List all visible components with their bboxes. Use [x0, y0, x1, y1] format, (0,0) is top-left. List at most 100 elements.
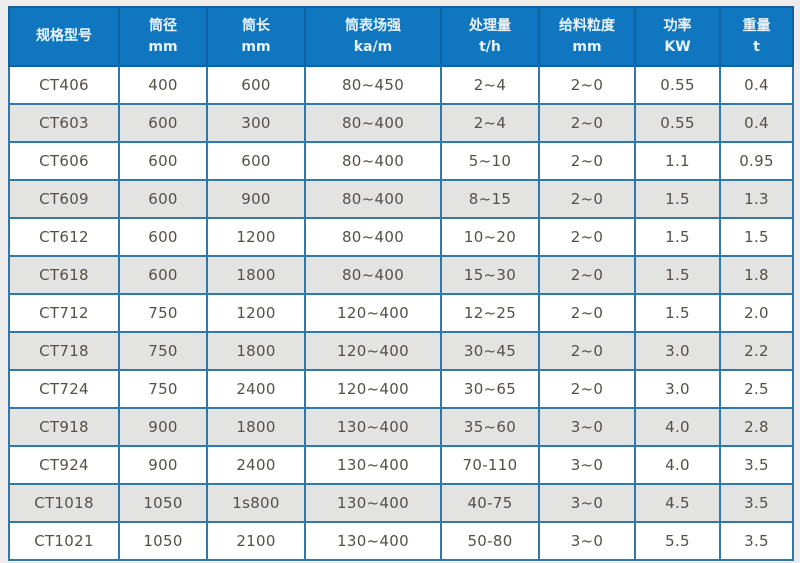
table-cell: 80~400: [304, 103, 442, 143]
table-cell: 900: [118, 407, 208, 447]
table-cell: 3~0: [538, 445, 636, 485]
column-unit: KW: [664, 38, 691, 55]
table-cell: 2~0: [538, 179, 636, 219]
table-row: CT718 750 1800 120~400 30~45 2~0 3.0 2.2: [8, 331, 794, 371]
header-row: 规格型号 筒径 mm 筒长 mm 筒表场强 ka/m 处理量 t/h 给料粒度 mm 功率 KW 重量 t: [8, 6, 794, 67]
table-cell: 30~65: [440, 369, 540, 409]
table-cell: 2~0: [538, 331, 636, 371]
table-row: CT724 750 2400 120~400 30~65 2~0 3.0 2.5: [8, 369, 794, 409]
table-cell: CT618: [8, 255, 120, 295]
table-cell: 2~0: [538, 217, 636, 257]
table-cell: 1.1: [634, 141, 721, 181]
table-row: CT609 600 900 80~400 8~15 2~0 1.5 1.3: [8, 179, 794, 219]
column-unit: mm: [241, 38, 271, 55]
table-cell: 600: [118, 255, 208, 295]
table-cell: 2.5: [719, 369, 794, 409]
table-cell: 4.5: [634, 483, 721, 523]
table-cell: 80~400: [304, 141, 442, 181]
table-cell: 80~400: [304, 217, 442, 257]
table-cell: 2~0: [538, 293, 636, 333]
table-cell: 3.0: [634, 369, 721, 409]
table-cell: 80~400: [304, 179, 442, 219]
table-cell: 600: [118, 103, 208, 143]
table-cell: 750: [118, 369, 208, 409]
table-cell: 130~400: [304, 445, 442, 485]
table-cell: 2.8: [719, 407, 794, 447]
table-cell: CT603: [8, 103, 120, 143]
table-cell: 80~400: [304, 255, 442, 295]
table-cell: 2~0: [538, 369, 636, 409]
column-header: 功率 KW: [634, 6, 721, 67]
table-cell: 4.0: [634, 445, 721, 485]
column-label: 给料粒度: [559, 18, 615, 35]
table-cell: CT406: [8, 65, 120, 105]
table-cell: 600: [118, 179, 208, 219]
table-row: CT1021 1050 2100 130~400 50-80 3~0 5.5 3.5: [8, 521, 794, 561]
table-cell: 900: [206, 179, 306, 219]
table-cell: 2~0: [538, 141, 636, 181]
table-cell: 1.5: [634, 179, 721, 219]
table-row: CT612 600 1200 80~400 10~20 2~0 1.5 1.5: [8, 217, 794, 257]
table-cell: 2100: [206, 521, 306, 561]
table-cell: 3.5: [719, 521, 794, 561]
table-cell: 130~400: [304, 521, 442, 561]
table-cell: CT918: [8, 407, 120, 447]
table-cell: 2400: [206, 369, 306, 409]
table-cell: 0.55: [634, 103, 721, 143]
table-cell: 1.3: [719, 179, 794, 219]
table-cell: 2400: [206, 445, 306, 485]
table-row: CT606 600 600 80~400 5~10 2~0 1.1 0.95: [8, 141, 794, 181]
table-cell: 80~450: [304, 65, 442, 105]
table-cell: 120~400: [304, 369, 442, 409]
table-cell: 30~45: [440, 331, 540, 371]
table-row: CT918 900 1800 130~400 35~60 3~0 4.0 2.8: [8, 407, 794, 447]
table-cell: 0.55: [634, 65, 721, 105]
table-cell: 3.5: [719, 445, 794, 485]
table-cell: 15~30: [440, 255, 540, 295]
column-header: 筒表场强 ka/m: [304, 6, 442, 67]
table-cell: 1200: [206, 217, 306, 257]
table-cell: 70-110: [440, 445, 540, 485]
table-cell: CT724: [8, 369, 120, 409]
column-unit: ka/m: [353, 38, 393, 55]
table-cell: 120~400: [304, 293, 442, 333]
table-cell: 1.5: [634, 255, 721, 295]
table-cell: 0.4: [719, 103, 794, 143]
table-cell: 600: [206, 65, 306, 105]
table-cell: 0.95: [719, 141, 794, 181]
table-row: CT406 400 600 80~450 2~4 2~0 0.55 0.4: [8, 65, 794, 105]
table-cell: 12~25: [440, 293, 540, 333]
table-cell: 130~400: [304, 483, 442, 523]
column-unit: mm: [572, 38, 602, 55]
table-cell: 750: [118, 293, 208, 333]
column-header: 规格型号: [8, 6, 120, 67]
table-row: CT712 750 1200 120~400 12~25 2~0 1.5 2.0: [8, 293, 794, 333]
table-cell: 3~0: [538, 407, 636, 447]
table-cell: 4.0: [634, 407, 721, 447]
table-cell: CT1021: [8, 521, 120, 561]
column-header: 给料粒度 mm: [538, 6, 636, 67]
column-header: 重量 t: [719, 6, 794, 67]
table-cell: 1200: [206, 293, 306, 333]
table-cell: 1.5: [634, 217, 721, 257]
table-row: CT603 600 300 80~400 2~4 2~0 0.55 0.4: [8, 103, 794, 143]
table-cell: 2~4: [440, 65, 540, 105]
table-cell: 40-75: [440, 483, 540, 523]
table-cell: 2.2: [719, 331, 794, 371]
column-label: 重量: [742, 18, 771, 35]
table-cell: 5.5: [634, 521, 721, 561]
column-header: 筒长 mm: [206, 6, 306, 67]
table-cell: 1800: [206, 255, 306, 295]
table-cell: CT924: [8, 445, 120, 485]
table-cell: 1800: [206, 407, 306, 447]
column-label: 筒表场强: [345, 18, 401, 35]
table-cell: 600: [118, 217, 208, 257]
table-cell: 1800: [206, 331, 306, 371]
table-cell: 35~60: [440, 407, 540, 447]
column-header: 处理量 t/h: [440, 6, 540, 67]
column-unit: t/h: [479, 38, 501, 55]
spec-table: 规格型号 筒径 mm 筒长 mm 筒表场强 ka/m 处理量 t/h 给料粒度 mm 功率 KW 重量 t …: [8, 6, 794, 561]
table-cell: 600: [118, 141, 208, 181]
table-cell: 1.8: [719, 255, 794, 295]
